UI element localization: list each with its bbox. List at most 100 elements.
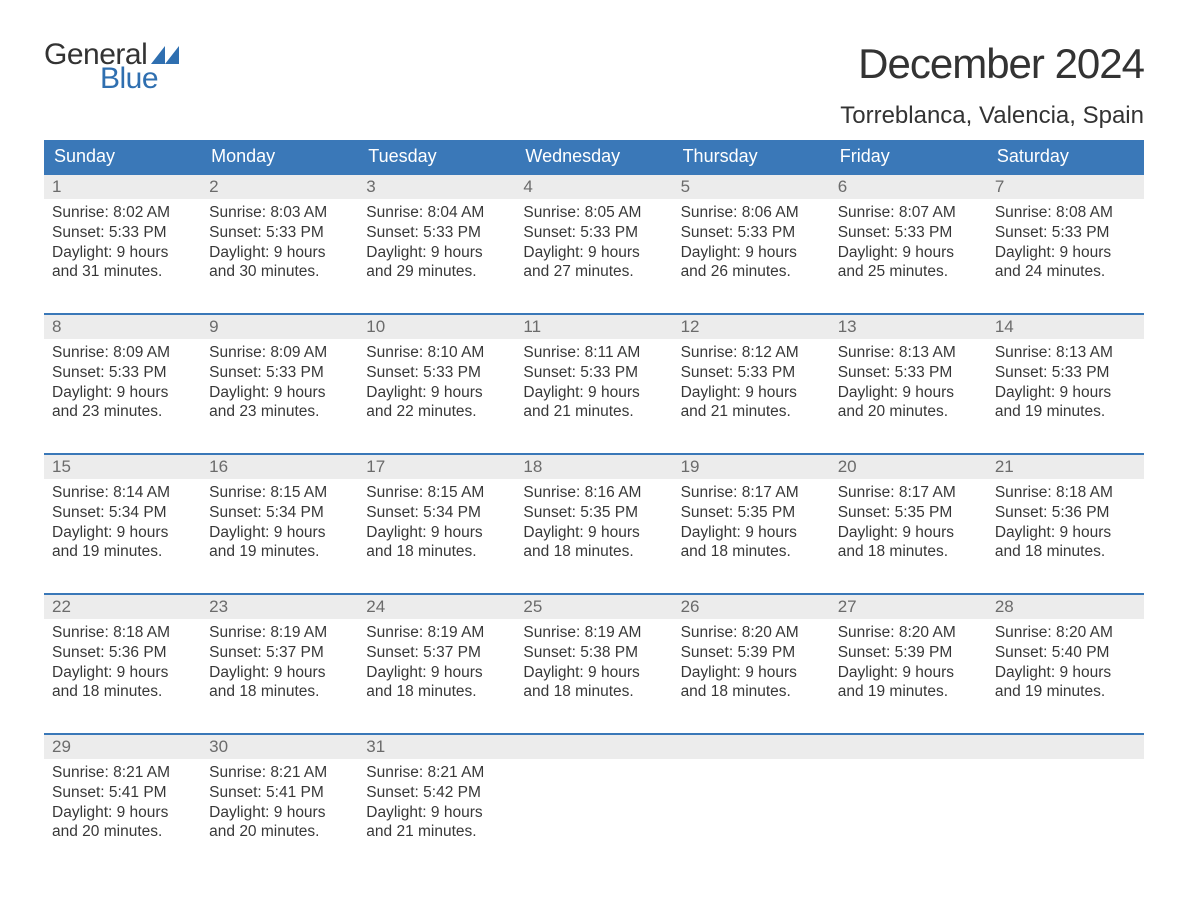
calendar-day: 28Sunrise: 8:20 AMSunset: 5:40 PMDayligh… xyxy=(987,595,1144,715)
daylight-line-1: Daylight: 9 hours xyxy=(681,383,822,403)
page-title: December 2024 xyxy=(840,40,1144,88)
sunset-line: Sunset: 5:34 PM xyxy=(366,503,507,523)
daylight-line-2: and 19 minutes. xyxy=(995,402,1136,422)
sunset-line: Sunset: 5:33 PM xyxy=(838,363,979,383)
calendar-day: 31Sunrise: 8:21 AMSunset: 5:42 PMDayligh… xyxy=(358,735,515,855)
calendar-week: 8Sunrise: 8:09 AMSunset: 5:33 PMDaylight… xyxy=(44,313,1144,435)
sunset-line: Sunset: 5:37 PM xyxy=(209,643,350,663)
calendar-day: 14Sunrise: 8:13 AMSunset: 5:33 PMDayligh… xyxy=(987,315,1144,435)
sunset-line: Sunset: 5:37 PM xyxy=(366,643,507,663)
sunrise-line: Sunrise: 8:21 AM xyxy=(209,763,350,783)
day-number: 27 xyxy=(830,595,987,619)
dow-wednesday: Wednesday xyxy=(515,140,672,173)
calendar-week: 1Sunrise: 8:02 AMSunset: 5:33 PMDaylight… xyxy=(44,173,1144,295)
day-number: 13 xyxy=(830,315,987,339)
sunrise-line: Sunrise: 8:07 AM xyxy=(838,203,979,223)
day-details: Sunrise: 8:13 AMSunset: 5:33 PMDaylight:… xyxy=(987,339,1144,422)
sunset-line: Sunset: 5:34 PM xyxy=(209,503,350,523)
day-number: 4 xyxy=(515,175,672,199)
day-number: 9 xyxy=(201,315,358,339)
sunrise-line: Sunrise: 8:18 AM xyxy=(52,623,193,643)
day-details: Sunrise: 8:19 AMSunset: 5:38 PMDaylight:… xyxy=(515,619,672,702)
daylight-line-1: Daylight: 9 hours xyxy=(366,663,507,683)
sunset-line: Sunset: 5:41 PM xyxy=(209,783,350,803)
daylight-line-1: Daylight: 9 hours xyxy=(209,243,350,263)
sunrise-line: Sunrise: 8:03 AM xyxy=(209,203,350,223)
sunset-line: Sunset: 5:34 PM xyxy=(52,503,193,523)
day-number: 17 xyxy=(358,455,515,479)
daylight-line-1: Daylight: 9 hours xyxy=(366,803,507,823)
day-number: 23 xyxy=(201,595,358,619)
day-details: Sunrise: 8:20 AMSunset: 5:40 PMDaylight:… xyxy=(987,619,1144,702)
sunset-line: Sunset: 5:35 PM xyxy=(838,503,979,523)
sunset-line: Sunset: 5:33 PM xyxy=(209,363,350,383)
calendar-day: 15Sunrise: 8:14 AMSunset: 5:34 PMDayligh… xyxy=(44,455,201,575)
day-details: Sunrise: 8:03 AMSunset: 5:33 PMDaylight:… xyxy=(201,199,358,282)
daylight-line-2: and 26 minutes. xyxy=(681,262,822,282)
day-details: Sunrise: 8:18 AMSunset: 5:36 PMDaylight:… xyxy=(987,479,1144,562)
daylight-line-2: and 18 minutes. xyxy=(523,682,664,702)
day-details: Sunrise: 8:08 AMSunset: 5:33 PMDaylight:… xyxy=(987,199,1144,282)
daylight-line-2: and 18 minutes. xyxy=(838,542,979,562)
sunset-line: Sunset: 5:33 PM xyxy=(366,223,507,243)
day-details: Sunrise: 8:10 AMSunset: 5:33 PMDaylight:… xyxy=(358,339,515,422)
daylight-line-1: Daylight: 9 hours xyxy=(366,523,507,543)
calendar-day: 25Sunrise: 8:19 AMSunset: 5:38 PMDayligh… xyxy=(515,595,672,715)
day-details: Sunrise: 8:21 AMSunset: 5:42 PMDaylight:… xyxy=(358,759,515,842)
day-details: Sunrise: 8:19 AMSunset: 5:37 PMDaylight:… xyxy=(201,619,358,702)
calendar-day: 2Sunrise: 8:03 AMSunset: 5:33 PMDaylight… xyxy=(201,175,358,295)
sunrise-line: Sunrise: 8:19 AM xyxy=(523,623,664,643)
sunset-line: Sunset: 5:33 PM xyxy=(838,223,979,243)
day-details: Sunrise: 8:16 AMSunset: 5:35 PMDaylight:… xyxy=(515,479,672,562)
calendar-day: Sunrise: Sunset: Daylight: and xyxy=(515,735,672,855)
day-details: Sunrise: 8:09 AMSunset: 5:33 PMDaylight:… xyxy=(44,339,201,422)
day-details: Sunrise: 8:14 AMSunset: 5:34 PMDaylight:… xyxy=(44,479,201,562)
day-details: Sunrise: 8:21 AMSunset: 5:41 PMDaylight:… xyxy=(201,759,358,842)
daylight-line-1: Daylight: 9 hours xyxy=(838,383,979,403)
sunrise-line: Sunrise: 8:18 AM xyxy=(995,483,1136,503)
day-number: 5 xyxy=(673,175,830,199)
daylight-line-2: and 30 minutes. xyxy=(209,262,350,282)
calendar-day: 18Sunrise: 8:16 AMSunset: 5:35 PMDayligh… xyxy=(515,455,672,575)
day-details: Sunrise: 8:15 AMSunset: 5:34 PMDaylight:… xyxy=(358,479,515,562)
day-number: 22 xyxy=(44,595,201,619)
logo-text-blue: Blue xyxy=(100,64,179,94)
day-number: 8 xyxy=(44,315,201,339)
sunset-line: Sunset: 5:33 PM xyxy=(523,223,664,243)
sunrise-line: Sunrise: 8:06 AM xyxy=(681,203,822,223)
day-details: Sunrise: 8:17 AMSunset: 5:35 PMDaylight:… xyxy=(830,479,987,562)
daylight-line-2: and 19 minutes. xyxy=(52,542,193,562)
dow-thursday: Thursday xyxy=(673,140,830,173)
sunset-line: Sunset: 5:39 PM xyxy=(838,643,979,663)
day-details: Sunrise: 8:21 AMSunset: 5:41 PMDaylight:… xyxy=(44,759,201,842)
daylight-line-1: Daylight: 9 hours xyxy=(52,243,193,263)
sunset-line: Sunset: 5:33 PM xyxy=(366,363,507,383)
day-of-week-header: Sunday Monday Tuesday Wednesday Thursday… xyxy=(44,140,1144,173)
day-number: 29 xyxy=(44,735,201,759)
daylight-line-1: Daylight: 9 hours xyxy=(209,663,350,683)
daylight-line-1: Daylight: 9 hours xyxy=(52,663,193,683)
sunset-line: Sunset: 5:33 PM xyxy=(995,223,1136,243)
dow-sunday: Sunday xyxy=(44,140,201,173)
calendar-day: 22 Sunrise: 8:18 AMSunset: 5:36 PMDayligh… xyxy=(44,595,201,715)
day-number: 1 xyxy=(44,175,201,199)
daylight-line-1: Daylight: 9 hours xyxy=(209,523,350,543)
daylight-line-1: Daylight: 9 hours xyxy=(523,523,664,543)
daylight-line-2: and 18 minutes. xyxy=(523,542,664,562)
daylight-line-1: Daylight: 9 hours xyxy=(523,663,664,683)
daylight-line-1: Daylight: 9 hours xyxy=(209,383,350,403)
daylight-line-2: and 25 minutes. xyxy=(838,262,979,282)
sunrise-line: Sunrise: 8:19 AM xyxy=(366,623,507,643)
calendar-day: 10Sunrise: 8:10 AMSunset: 5:33 PMDayligh… xyxy=(358,315,515,435)
daylight-line-1: Daylight: 9 hours xyxy=(523,243,664,263)
day-details: Sunrise: 8:20 AMSunset: 5:39 PMDaylight:… xyxy=(830,619,987,702)
day-number: 19 xyxy=(673,455,830,479)
sunset-line: Sunset: 5:33 PM xyxy=(681,223,822,243)
day-number xyxy=(515,735,672,759)
day-number: 2 xyxy=(201,175,358,199)
sunset-line: Sunset: 5:36 PM xyxy=(52,643,193,663)
day-details: Sunrise: 8:11 AMSunset: 5:33 PMDaylight:… xyxy=(515,339,672,422)
daylight-line-2: and 21 minutes. xyxy=(523,402,664,422)
calendar-day: 16Sunrise: 8:15 AMSunset: 5:34 PMDayligh… xyxy=(201,455,358,575)
day-details: Sunrise: 8:15 AMSunset: 5:34 PMDaylight:… xyxy=(201,479,358,562)
